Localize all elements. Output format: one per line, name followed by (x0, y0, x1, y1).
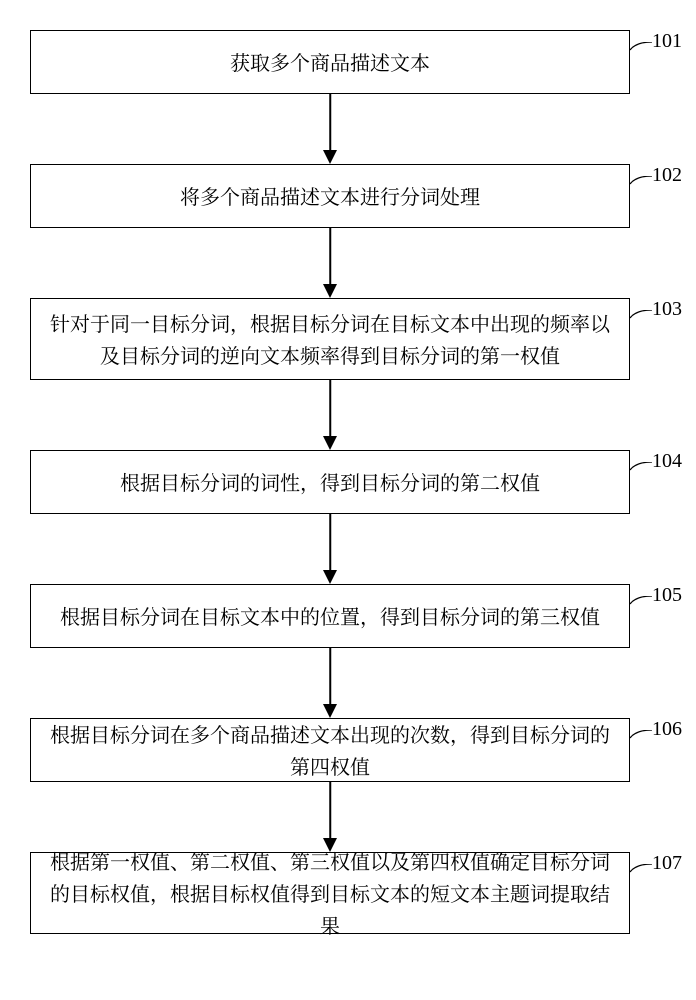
flow-step-text: 针对于同一目标分词，根据目标分词在目标文本中出现的频率以及目标分词的逆向文本频率… (41, 307, 619, 371)
arrow-line (329, 228, 331, 284)
arrow-head-icon (323, 704, 337, 718)
flow-step-label: 103 (650, 298, 684, 321)
flow-step-101: 获取多个商品描述文本 (30, 30, 630, 94)
flow-step-105: 根据目标分词在目标文本中的位置，得到目标分词的第三权值 (30, 584, 630, 648)
label-connector-icon (630, 462, 652, 478)
flow-step-text: 根据目标分词的词性，得到目标分词的第二权值 (120, 466, 540, 498)
flow-step-text: 获取多个商品描述文本 (230, 46, 430, 78)
arrow-line (329, 514, 331, 570)
label-connector-icon (630, 176, 652, 192)
label-connector-icon (630, 310, 652, 326)
flow-step-label: 105 (650, 584, 684, 607)
flow-step-label: 102 (650, 164, 684, 187)
arrow-line (329, 782, 331, 838)
flow-step-label: 104 (650, 450, 684, 473)
arrow-head-icon (323, 284, 337, 298)
flow-step-text: 根据第一权值、第二权值、第三权值以及第四权值确定目标分词的目标权值，根据目标权值… (41, 845, 619, 941)
label-connector-icon (630, 864, 652, 880)
arrow-line (329, 94, 331, 150)
flow-step-text: 将多个商品描述文本进行分词处理 (180, 180, 480, 212)
label-connector-icon (630, 730, 652, 746)
arrow-head-icon (323, 150, 337, 164)
arrow-line (329, 648, 331, 704)
label-connector-icon (630, 42, 652, 58)
flow-step-104: 根据目标分词的词性，得到目标分词的第二权值 (30, 450, 630, 514)
flow-step-102: 将多个商品描述文本进行分词处理 (30, 164, 630, 228)
arrow-line (329, 380, 331, 436)
flow-step-label: 101 (650, 30, 684, 53)
arrow-head-icon (323, 436, 337, 450)
arrow-head-icon (323, 838, 337, 852)
arrow-head-icon (323, 570, 337, 584)
flow-step-text: 根据目标分词在多个商品描述文本出现的次数，得到目标分词的第四权值 (41, 718, 619, 782)
flow-step-text: 根据目标分词在目标文本中的位置，得到目标分词的第三权值 (60, 600, 600, 632)
flow-step-label: 107 (650, 852, 684, 875)
label-connector-icon (630, 596, 652, 612)
flow-step-107: 根据第一权值、第二权值、第三权值以及第四权值确定目标分词的目标权值，根据目标权值… (30, 852, 630, 934)
flow-step-label: 106 (650, 718, 684, 741)
flow-step-106: 根据目标分词在多个商品描述文本出现的次数，得到目标分词的第四权值 (30, 718, 630, 782)
flowchart-canvas: 获取多个商品描述文本 101 将多个商品描述文本进行分词处理 102 针对于同一… (0, 0, 696, 1000)
flow-step-103: 针对于同一目标分词，根据目标分词在目标文本中出现的频率以及目标分词的逆向文本频率… (30, 298, 630, 380)
